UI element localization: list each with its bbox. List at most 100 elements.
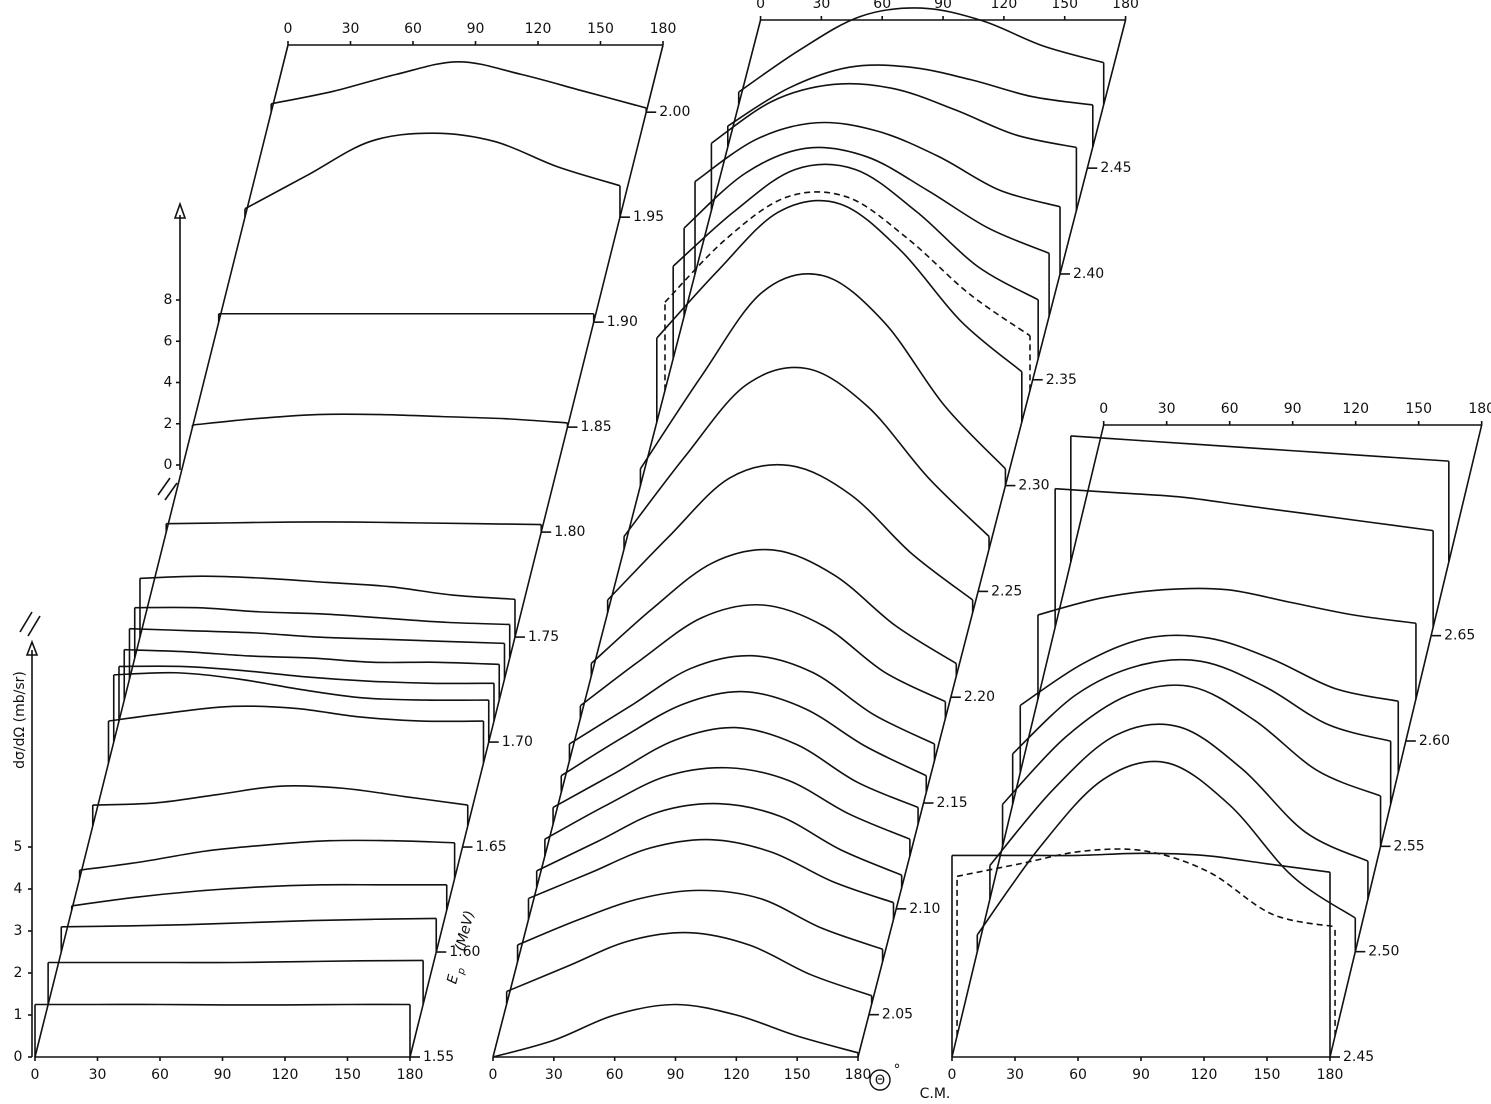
curve <box>544 766 911 840</box>
x-tick-label-top: 0 <box>284 21 293 37</box>
curve <box>560 690 927 777</box>
energy-tick-label: 2.45 <box>1100 160 1131 176</box>
angle-circle <box>869 1069 891 1091</box>
curve <box>1037 587 1417 625</box>
energy-tick-label: 2.45 <box>1343 1049 1374 1065</box>
curve <box>492 1003 859 1058</box>
curve <box>79 839 455 871</box>
energy-tick-label: 2.30 <box>1018 478 1049 494</box>
x-tick-label: 90 <box>1132 1067 1150 1083</box>
x-tick-label: 0 <box>489 1067 498 1083</box>
x-tick-label-top: 0 <box>1099 401 1108 417</box>
curve <box>683 146 1050 255</box>
x-tick-label-top: 180 <box>650 21 677 37</box>
energy-tick-label: 2.05 <box>882 1007 913 1023</box>
x-tick-label-top: 180 <box>1468 401 1491 417</box>
x-tick-label-top: 150 <box>587 21 614 37</box>
curve <box>552 726 919 809</box>
y2-tick-label: 4 <box>164 375 173 391</box>
y2-axis-arrow <box>173 201 187 219</box>
x-tick-label-top: 120 <box>991 0 1018 12</box>
y-tick-label: 2 <box>14 965 23 981</box>
x-tick-label-top: 30 <box>342 21 360 37</box>
x-tick-label: 60 <box>1069 1067 1087 1083</box>
x-tick-label: 120 <box>1191 1067 1218 1083</box>
energy-tick-label: 2.55 <box>1394 838 1425 854</box>
energy-tick-label: 2.65 <box>1444 628 1475 644</box>
energy-tick-label: 2.50 <box>1368 944 1399 960</box>
curve <box>506 931 872 997</box>
curve <box>61 917 437 928</box>
energy-subscript: p <box>456 967 468 977</box>
x-tick-label-top: 60 <box>873 0 891 12</box>
y-axis-label: dσ/dΩ (mb/sr) <box>12 671 28 769</box>
panel-edge <box>492 19 762 1058</box>
x-tick-label: 30 <box>545 1067 563 1083</box>
y-tick-label: 5 <box>14 839 23 855</box>
y-tick-label: 3 <box>14 923 23 939</box>
curve <box>656 199 1023 373</box>
x-tick-label-top: 120 <box>525 21 552 37</box>
curve <box>108 705 484 723</box>
curve <box>1001 684 1381 805</box>
y2-tick-label: 0 <box>164 457 173 473</box>
panel-edge <box>409 44 664 1058</box>
x-tick-label-top: 60 <box>404 21 422 37</box>
curve <box>976 760 1356 936</box>
curve <box>244 132 621 210</box>
curve <box>48 959 424 964</box>
y-axis-arrow <box>25 639 39 656</box>
curve <box>517 889 883 950</box>
curve <box>672 163 1039 301</box>
curve <box>664 191 1031 337</box>
y-tick-label: 0 <box>14 1049 23 1065</box>
x-tick-label-top: 120 <box>1342 401 1369 417</box>
energy-tick-label: 2.00 <box>659 104 690 120</box>
energy-tick-label: 2.10 <box>909 901 940 917</box>
curve <box>590 548 957 665</box>
energy-tick-label: 1.65 <box>475 839 506 855</box>
x-tick-label: 0 <box>948 1067 957 1083</box>
curve <box>166 521 542 526</box>
axis-break <box>164 482 178 501</box>
x-tick-label: 150 <box>1254 1067 1281 1083</box>
y2-tick-label: 6 <box>164 333 173 349</box>
x-tick-label-top: 60 <box>1221 401 1239 417</box>
curve <box>271 60 647 109</box>
x-tick-label: 30 <box>1006 1067 1024 1083</box>
x-tick-label: 0 <box>31 1067 40 1083</box>
energy-tick-label: 1.90 <box>607 314 638 330</box>
curve <box>989 723 1369 866</box>
x-tick-label-top: 90 <box>467 21 485 37</box>
x-tick-label: 180 <box>1317 1067 1344 1083</box>
x-tick-label-top: 150 <box>1405 401 1432 417</box>
curve <box>956 848 1336 928</box>
curve <box>134 606 510 626</box>
x-tick-label-top: 90 <box>1284 401 1302 417</box>
curve <box>92 784 468 806</box>
energy-tick-label: 2.15 <box>937 795 968 811</box>
curve <box>124 648 500 666</box>
energy-tick-label: 2.20 <box>964 689 995 705</box>
x-axis-unit: C.M. <box>920 1086 951 1102</box>
curve <box>536 802 902 876</box>
energy-tick-label: 2.25 <box>991 583 1022 599</box>
x-tick-label: 60 <box>606 1067 624 1083</box>
curve <box>1070 435 1449 462</box>
curve <box>1055 487 1434 532</box>
energy-tick-label: 1.70 <box>502 734 533 750</box>
curve <box>727 64 1093 127</box>
panel-edge <box>857 19 1127 1058</box>
x-tick-label: 30 <box>89 1067 107 1083</box>
curve <box>1019 634 1399 707</box>
curve <box>118 665 494 685</box>
curve <box>139 575 516 601</box>
x-tick-label: 150 <box>334 1067 361 1083</box>
curve <box>1012 658 1391 755</box>
x-tick-label-top: 30 <box>812 0 830 12</box>
x-tick-label: 120 <box>723 1067 750 1083</box>
x-tick-label: 60 <box>151 1067 169 1083</box>
curve <box>579 603 946 707</box>
curve <box>569 654 935 745</box>
